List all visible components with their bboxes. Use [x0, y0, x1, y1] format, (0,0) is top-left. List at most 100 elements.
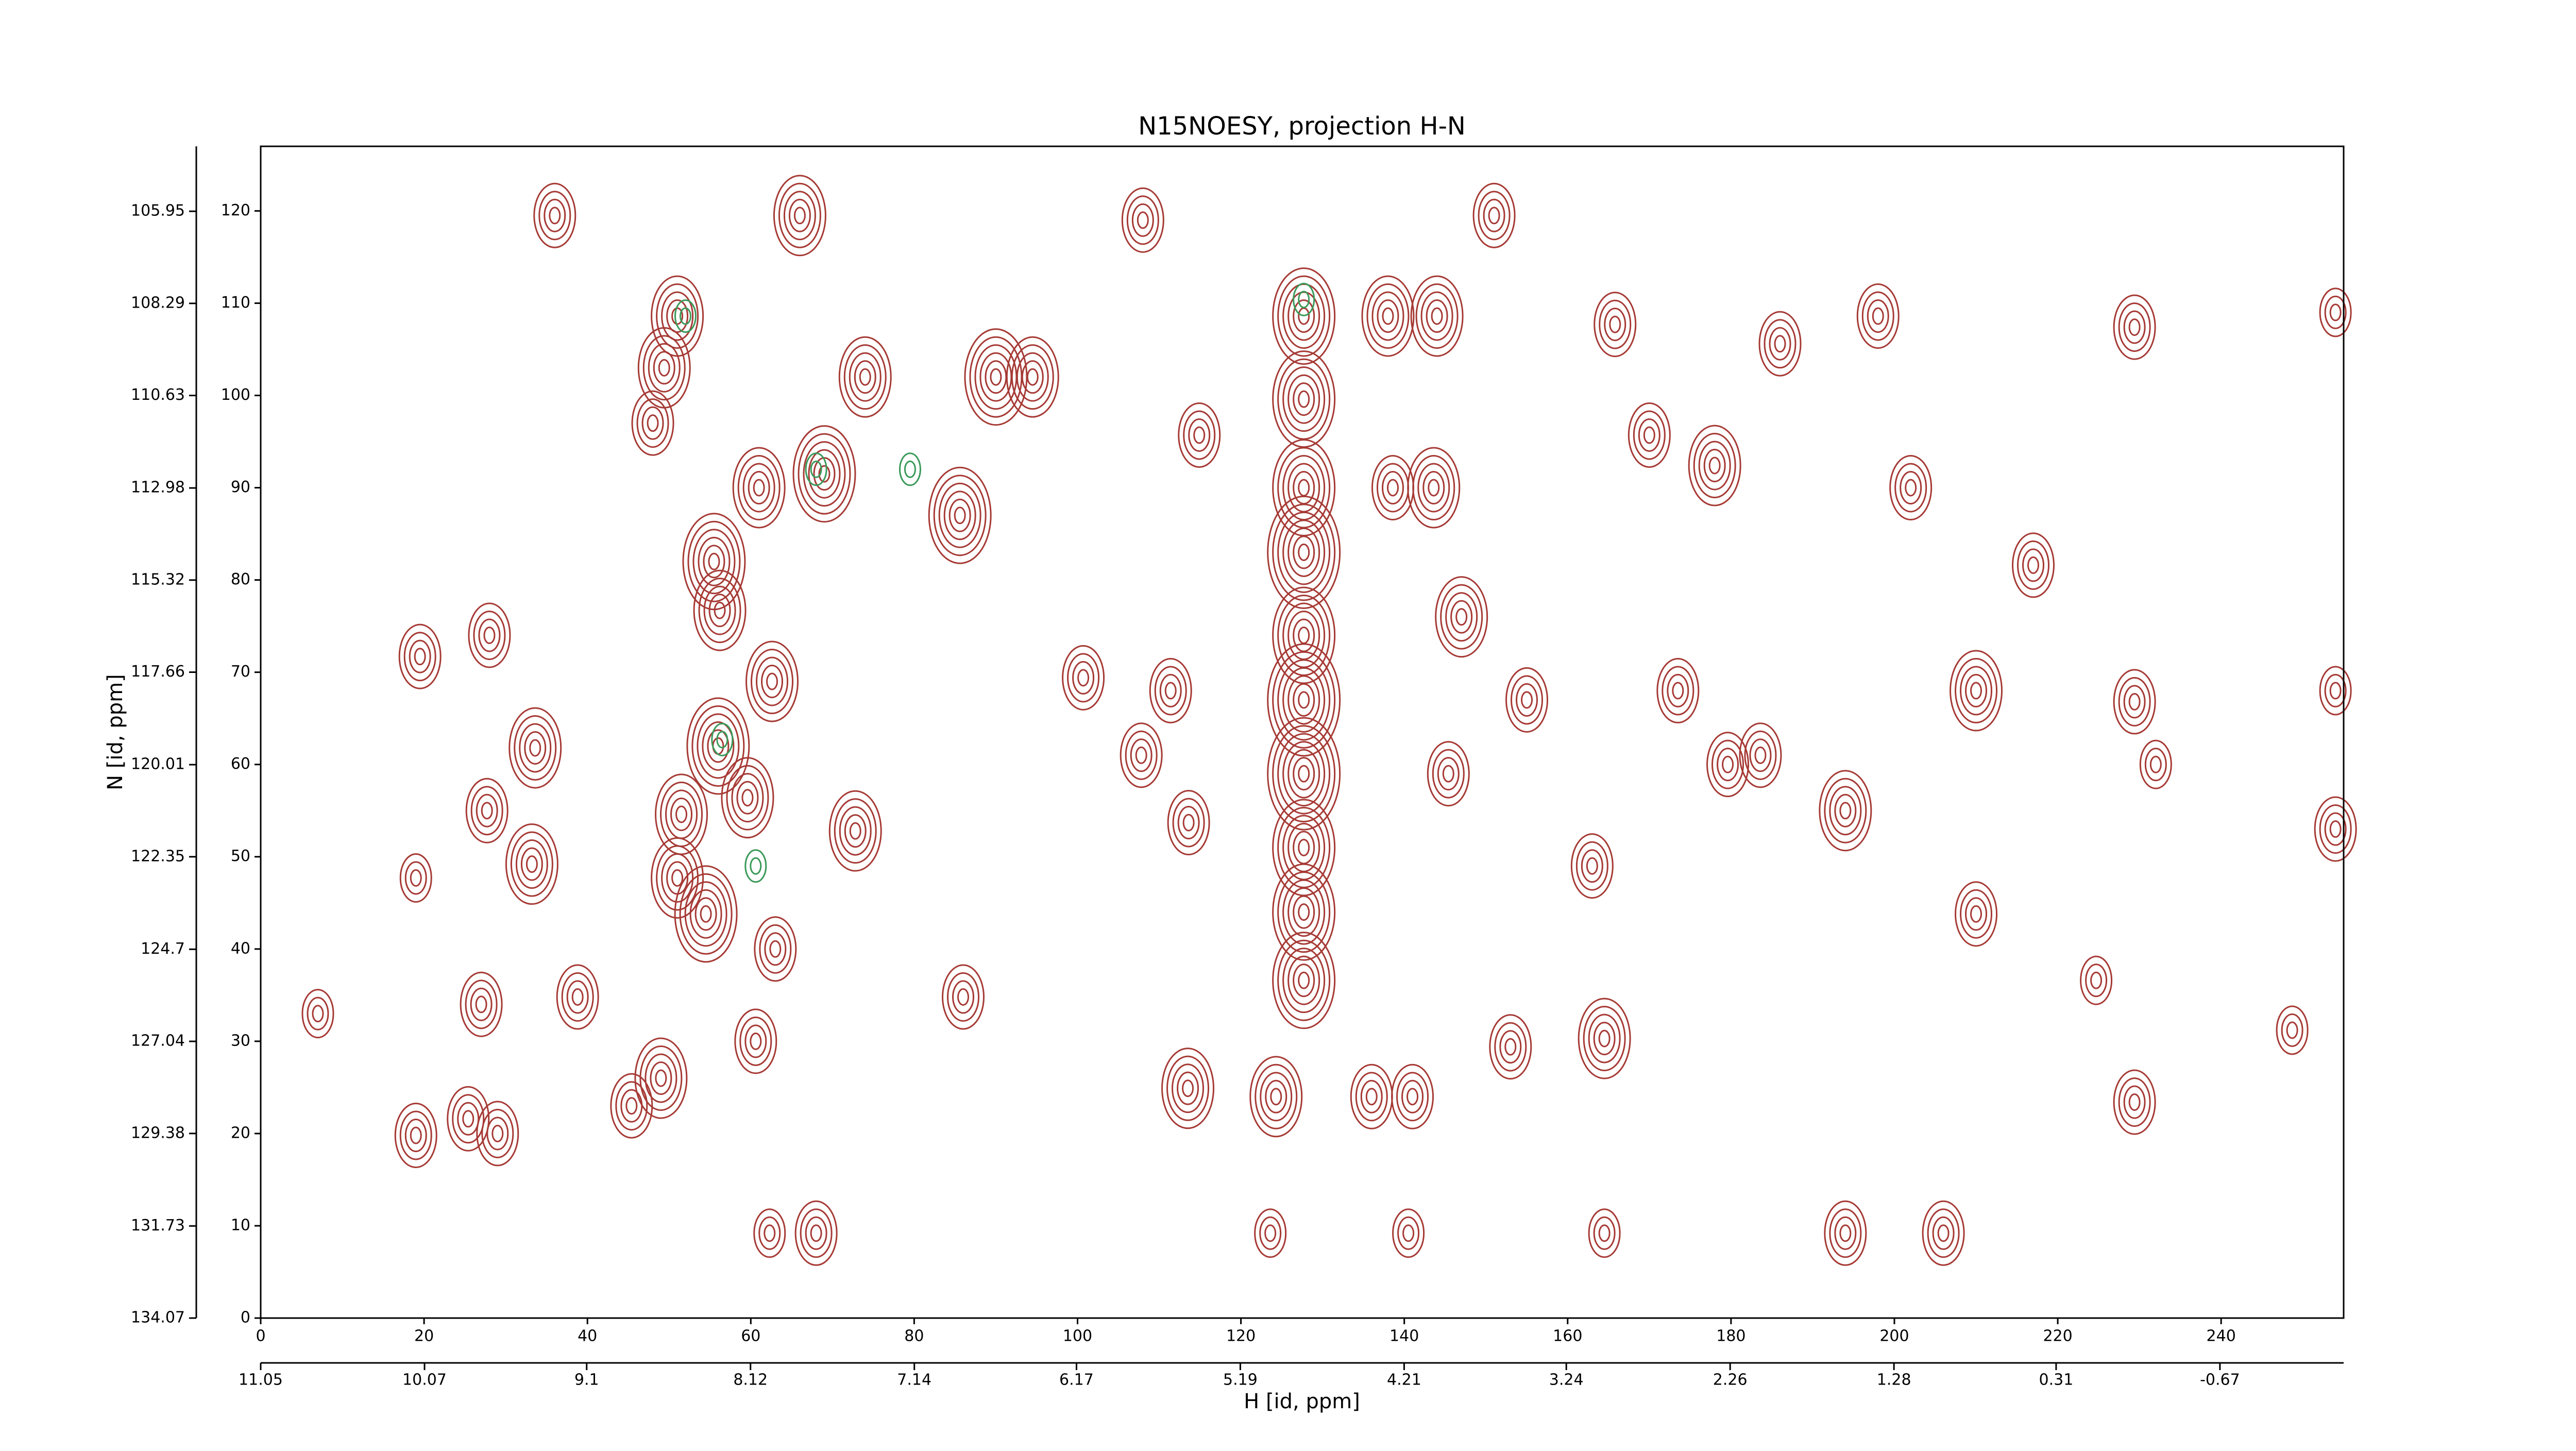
contour-ring [1758, 311, 1802, 377]
contour-ring [670, 797, 693, 831]
contour-ring [1829, 1208, 1862, 1258]
contour-ring [734, 1008, 777, 1074]
contour-ring [1298, 543, 1310, 561]
contour-ring [2276, 1005, 2309, 1055]
contour-ring [1006, 336, 1059, 418]
x2-tick-label: 3.24 [1549, 1371, 1584, 1389]
contour-ring [1483, 198, 1505, 232]
contour-ring [1298, 838, 1310, 856]
y2-tick-label: 127.04 [131, 1032, 185, 1050]
contour-ring [697, 713, 740, 779]
contour-ring [2324, 295, 2347, 329]
contour-ring [694, 897, 717, 931]
contour-ring [1417, 463, 1450, 513]
contour-ring [828, 790, 882, 872]
contour-ring [1970, 905, 1982, 923]
contour-ring [1287, 374, 1320, 424]
contour-ring [1511, 675, 1544, 725]
x2-tick-label: 5.19 [1223, 1371, 1258, 1389]
contour-ring [742, 463, 775, 513]
contour-ring [2329, 303, 2342, 322]
contour-ring [904, 460, 916, 478]
contour-ring [1272, 725, 1336, 823]
contour-ring [634, 1037, 688, 1119]
y2-tick-label: 117.66 [131, 663, 185, 681]
contour-ring [526, 855, 538, 873]
contour-ring [750, 857, 762, 875]
contour-ring [1633, 410, 1666, 460]
contour-ring [404, 861, 427, 895]
contour-ring [452, 1094, 485, 1144]
contour-ring [1609, 315, 1621, 333]
contour-ring [476, 1101, 519, 1167]
contour-ring [648, 343, 681, 393]
contour-ring [1415, 283, 1459, 349]
contour-ring [1293, 299, 1315, 333]
contour-ring [625, 1097, 638, 1115]
contour-ring [838, 336, 892, 418]
contour-ring [726, 765, 769, 831]
contour-ring [1130, 738, 1153, 772]
contour-ring [1769, 327, 1791, 361]
contour-ring [899, 452, 921, 486]
contour-ring [731, 773, 764, 823]
contour-ring [1420, 291, 1453, 341]
contour-ring [1586, 857, 1598, 875]
contour-ring [854, 360, 876, 394]
contour-ring [398, 623, 442, 689]
contour-ring [2324, 812, 2347, 846]
y2-tick-label: 129.38 [131, 1124, 185, 1142]
contour-ring [1706, 732, 1750, 798]
contour-ring [1131, 203, 1154, 237]
contour-ring [1272, 503, 1336, 601]
contour-ring [1062, 645, 1105, 711]
contour-ring [1270, 1088, 1282, 1106]
contour-ring [741, 789, 754, 807]
contour-ring [1764, 319, 1797, 369]
contour-ring [788, 198, 811, 232]
contour-ring [1272, 651, 1336, 749]
contour-ring [2022, 548, 2045, 582]
contour-ring [2118, 302, 2151, 352]
contour-ring [1371, 291, 1404, 341]
contour-ring [2027, 556, 2040, 574]
contour-ring [410, 869, 422, 887]
contour-ring [700, 905, 712, 923]
contour-ring [2080, 955, 2113, 1005]
contour-ring [1282, 741, 1326, 807]
contour-ring [1293, 895, 1315, 929]
contour-ring [1711, 739, 1744, 789]
contour-ring [650, 1061, 672, 1095]
contour-ring [642, 335, 686, 401]
contour-ring [1578, 998, 1631, 1079]
contour-ring [1749, 738, 1772, 772]
y2-tick-label: 105.95 [131, 202, 185, 220]
contour-ring [475, 996, 487, 1014]
contour-ring [1422, 471, 1445, 505]
contour-ring [1521, 691, 1533, 709]
contour-ring [509, 707, 562, 789]
contour-ring [1287, 749, 1320, 799]
contour-ring [1672, 682, 1684, 700]
contour-ring [1499, 1030, 1522, 1064]
contour-ring [404, 1118, 427, 1152]
x2-tick-label: 0.31 [2039, 1371, 2073, 1389]
contour-ring [636, 398, 669, 448]
contour-ring [1293, 757, 1315, 791]
contour-ring [2324, 673, 2347, 707]
contour-ring [1965, 897, 1988, 931]
contour-ring [1298, 765, 1310, 783]
contour-ring [1588, 1014, 1621, 1064]
contour-ring [1437, 757, 1460, 791]
y2-tick-label: 115.32 [131, 570, 185, 588]
x-tick-label: 240 [2207, 1327, 2236, 1345]
contour-ring [1426, 299, 1448, 333]
contour-ring [1172, 798, 1205, 848]
y2-tick-label: 122.35 [131, 847, 185, 865]
contour-ring [1392, 1208, 1425, 1258]
contour-ring [481, 1108, 514, 1158]
contour-ring [1598, 1224, 1611, 1242]
contour-ring [938, 482, 981, 548]
contour-ring [674, 299, 697, 333]
contour-ring [538, 191, 571, 241]
